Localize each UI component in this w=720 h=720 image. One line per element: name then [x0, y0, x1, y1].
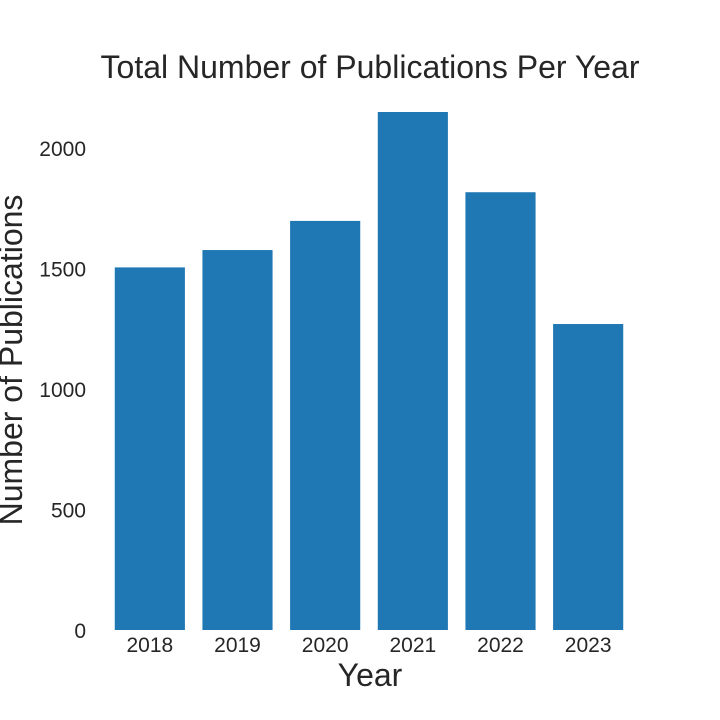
x-tick-label: 2019	[214, 634, 261, 657]
x-tick-label: 2018	[126, 634, 173, 657]
bar-2023	[553, 324, 624, 630]
x-tick-label: 2020	[302, 634, 349, 657]
bar-2022	[465, 192, 536, 631]
x-tick-label: 2021	[389, 634, 436, 657]
x-tick-label: 2023	[565, 634, 612, 657]
x-tick-label: 2022	[477, 634, 524, 657]
y-axis-label: Number of Publications	[0, 195, 29, 526]
x-axis-ticks: 2018 2019 2020 2021 2022 2023	[126, 634, 611, 657]
chart-title: Total Number of Publications Per Year	[101, 49, 640, 85]
x-axis-label: Year	[338, 657, 403, 693]
y-tick-label: 2000	[39, 138, 86, 161]
y-tick-label: 1500	[39, 259, 86, 282]
y-tick-label: 1000	[39, 379, 86, 402]
bar-2019	[202, 250, 273, 631]
y-tick-label: 0	[74, 620, 86, 643]
bar-2018	[114, 267, 185, 630]
y-tick-label: 500	[51, 500, 86, 523]
bar-2021	[377, 112, 448, 630]
y-axis-ticks: 0 500 1000 1500 2000	[39, 138, 86, 643]
bar-2020	[290, 220, 361, 630]
bars-group	[114, 112, 624, 631]
